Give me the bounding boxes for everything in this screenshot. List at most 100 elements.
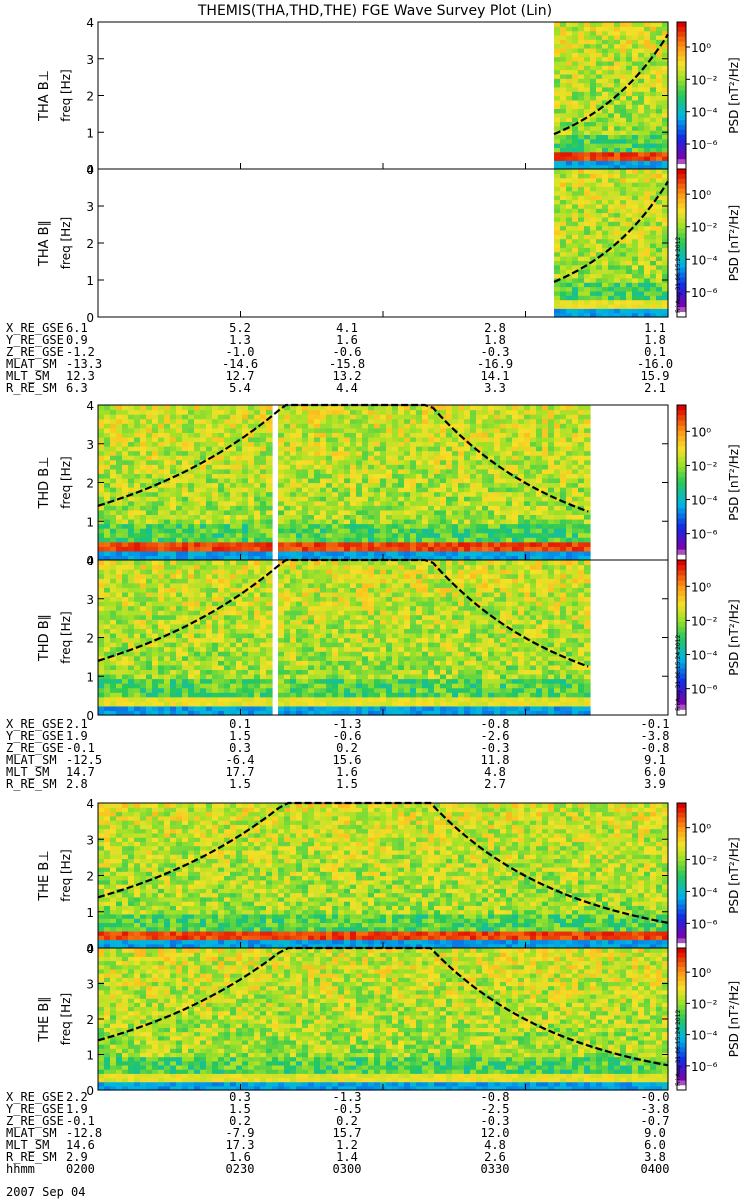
spectrogram-cell: [638, 177, 645, 183]
spectrogram-cell: [620, 208, 627, 214]
spectrogram-cell: [170, 692, 177, 698]
spectrogram-cell: [440, 473, 447, 479]
spectrogram-cell: [158, 710, 165, 716]
spectrogram-cell: [122, 591, 129, 598]
spectrogram-cell: [488, 427, 495, 433]
spectrogram-cell: [572, 78, 579, 84]
spectrogram-cell: [608, 156, 615, 161]
spectrogram-cell: [128, 414, 135, 420]
spectrogram-cell: [452, 541, 459, 547]
spectrogram-cell: [116, 582, 123, 588]
spectrogram-cell: [620, 282, 627, 288]
spectrogram-cell: [128, 578, 135, 584]
spectrogram-cell: [368, 487, 375, 493]
spectrogram-cell: [410, 555, 417, 561]
spectrogram-cell: [566, 130, 573, 136]
spectrogram-cell: [302, 468, 309, 474]
spectrogram-cell: [476, 496, 483, 502]
spectrogram-cell: [584, 418, 591, 424]
spectrogram-cell: [542, 450, 549, 456]
spectrogram-cell: [296, 496, 303, 502]
spectrogram-cell: [326, 409, 333, 415]
spectrogram-cell: [578, 273, 585, 279]
spectrogram-cell: [302, 450, 309, 456]
spectrogram-cell: [656, 221, 663, 227]
spectrogram-cell: [590, 138, 597, 144]
spectrogram-cell: [470, 509, 477, 516]
spectrogram-cell: [626, 104, 633, 110]
spectrogram-cell: [152, 673, 159, 680]
spectrogram-cell: [536, 537, 543, 543]
spectrogram-cell: [350, 418, 357, 424]
spectrogram-cell: [290, 405, 297, 411]
spectrogram-cell: [470, 518, 477, 525]
spectrogram-cell: [614, 299, 621, 305]
spectrogram-cell: [164, 491, 171, 497]
spectrogram-cell: [236, 509, 243, 516]
spectrogram-cell: [608, 308, 615, 314]
spectrogram-cell: [320, 537, 327, 543]
spectrogram-cell: [656, 264, 663, 270]
spectrogram-cell: [596, 104, 603, 110]
spectrogram-cell: [452, 455, 459, 461]
spectrogram-cell: [344, 518, 351, 525]
spectrogram-cell: [578, 186, 585, 192]
colorbar-label: PSD [nT²/Hz]: [727, 57, 741, 133]
spectrogram-cell: [302, 459, 309, 465]
spectrogram-cell: [374, 514, 381, 520]
spectrogram-cell: [332, 477, 339, 484]
spectrogram-cell: [596, 69, 603, 75]
spectrogram-cell: [110, 446, 117, 452]
spectrogram-cell: [440, 427, 447, 433]
spectrogram-cell: [254, 528, 261, 534]
spectrogram-cell: [578, 203, 585, 209]
spectrogram-cell: [290, 546, 297, 552]
spectrogram-cell: [422, 496, 429, 502]
spectrogram-cell: [482, 409, 489, 415]
spectrogram-cell: [350, 487, 357, 493]
spectrogram-cell: [134, 409, 141, 415]
colorbar-cell: [677, 61, 686, 67]
spectrogram-cell: [146, 487, 153, 493]
spectrogram-cell: [608, 47, 615, 53]
colorbar-cell: [677, 238, 686, 244]
spectrogram-cell: [146, 678, 153, 684]
spectrogram-cell: [524, 423, 531, 429]
spectrogram-cell: [644, 47, 651, 53]
spectrogram-cell: [254, 468, 261, 474]
spectrogram-cell: [548, 405, 555, 411]
spectrogram-cell: [200, 496, 207, 502]
colorbar-cell: [677, 436, 686, 442]
spectrogram-cell: [200, 610, 207, 616]
spectrogram-cell: [206, 710, 213, 716]
spectrogram-cell: [236, 546, 243, 552]
spectrogram-cell: [206, 464, 213, 470]
spectrogram-cell: [512, 496, 519, 502]
spectrogram-cell: [590, 104, 597, 110]
spectrogram-cell: [326, 459, 333, 465]
spectrogram-cell: [530, 514, 537, 520]
spectrogram-cell: [578, 216, 585, 222]
spectrogram-cell: [590, 208, 597, 214]
spectrogram-cell: [212, 523, 219, 529]
spectrogram-cell: [464, 423, 471, 429]
spectrogram-cell: [110, 405, 117, 411]
spectrogram-cell: [578, 441, 585, 447]
spectrogram-cell: [644, 182, 651, 188]
spectrogram-cell: [422, 414, 429, 420]
spectrogram-cell: [536, 418, 543, 424]
spectrogram-cell: [380, 423, 387, 429]
spectrogram-cell: [194, 651, 201, 657]
spectrogram-cell: [614, 56, 621, 62]
spectrogram-cell: [500, 528, 507, 534]
spectrogram-cell: [638, 290, 645, 296]
spectrogram-cell: [614, 108, 621, 114]
spectrogram-cell: [182, 632, 189, 639]
spectrogram-cell: [218, 673, 225, 680]
spectrogram-cell: [338, 523, 345, 529]
spectrogram-cell: [224, 441, 231, 447]
spectrogram-cell: [98, 642, 105, 648]
colorbar-cell: [677, 302, 686, 308]
spectrogram-cell: [608, 195, 615, 201]
